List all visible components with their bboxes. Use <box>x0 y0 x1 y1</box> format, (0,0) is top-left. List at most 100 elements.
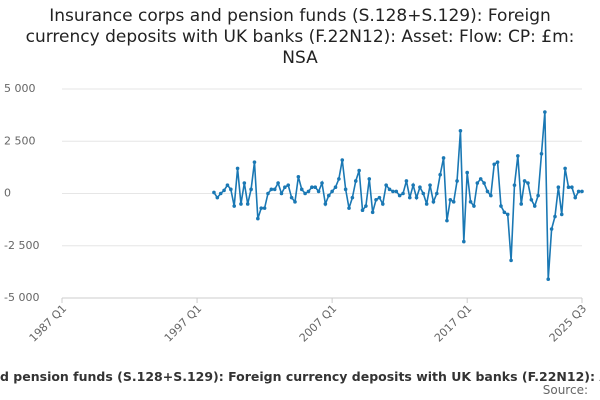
point <box>266 191 270 196</box>
point <box>580 189 584 194</box>
point <box>448 197 453 202</box>
point <box>438 172 442 177</box>
point <box>279 191 284 196</box>
point <box>570 185 574 190</box>
point <box>225 183 230 187</box>
point <box>495 160 500 164</box>
point <box>505 212 510 217</box>
point <box>320 181 324 185</box>
x-tick-label: 2025 Q3 <box>547 302 590 345</box>
point <box>215 195 220 200</box>
point <box>326 193 331 198</box>
y-tick-label: 5 000 <box>4 82 36 95</box>
point <box>293 200 297 204</box>
point <box>407 195 412 200</box>
point <box>549 227 554 231</box>
point <box>286 183 291 187</box>
point <box>465 170 469 175</box>
point <box>212 190 216 195</box>
point <box>418 185 422 190</box>
point <box>343 187 348 192</box>
point <box>512 183 517 187</box>
point <box>229 187 233 192</box>
point <box>519 202 524 206</box>
point <box>239 202 243 206</box>
point <box>482 181 486 185</box>
point <box>367 177 372 181</box>
point <box>404 179 409 183</box>
point <box>249 187 253 192</box>
point <box>576 189 581 194</box>
point <box>566 185 571 190</box>
point <box>316 189 321 194</box>
point <box>475 181 480 185</box>
caption: d pension funds (S.128+S.129): Foreign c… <box>0 369 600 384</box>
point <box>252 160 257 164</box>
point <box>458 129 463 133</box>
point <box>431 200 436 204</box>
point <box>441 156 446 160</box>
point <box>259 206 264 210</box>
point <box>414 195 419 200</box>
point <box>370 210 375 215</box>
point <box>451 200 456 204</box>
x-tick-label: 1987 Q1 <box>27 302 70 345</box>
point <box>472 204 476 208</box>
point <box>374 197 378 202</box>
point <box>269 187 274 192</box>
point <box>462 239 466 244</box>
point <box>380 202 385 206</box>
point <box>323 202 328 206</box>
point <box>455 179 459 183</box>
point <box>445 218 449 223</box>
point <box>296 174 301 179</box>
point <box>559 212 564 217</box>
point <box>340 158 345 162</box>
point <box>364 204 368 208</box>
point <box>262 206 267 210</box>
point <box>421 191 426 196</box>
point <box>478 177 483 181</box>
point <box>556 185 561 190</box>
point <box>539 151 544 156</box>
point <box>330 189 334 194</box>
y-tick-label: 2 500 <box>4 134 36 147</box>
point <box>384 183 388 187</box>
point <box>256 216 260 221</box>
point <box>526 181 530 185</box>
point <box>529 197 534 202</box>
point <box>333 185 338 190</box>
point <box>485 189 490 194</box>
chart-title: Insurance corps and pension funds (S.128… <box>25 6 575 68</box>
point <box>276 181 280 185</box>
point <box>563 166 567 171</box>
point <box>502 210 507 215</box>
point <box>222 188 226 193</box>
point <box>394 189 399 194</box>
point <box>283 185 287 190</box>
y-tick-label: -5 000 <box>4 291 39 304</box>
point <box>272 187 277 192</box>
point <box>489 193 493 198</box>
point <box>516 154 520 158</box>
point <box>573 195 578 200</box>
point <box>532 204 537 208</box>
point <box>353 179 358 183</box>
point <box>522 179 527 183</box>
point <box>401 191 405 196</box>
point <box>553 214 557 219</box>
point <box>289 195 294 200</box>
x-tick-label: 1997 Q1 <box>162 302 205 345</box>
point <box>391 189 395 194</box>
point <box>543 110 547 114</box>
point <box>313 185 318 190</box>
point <box>397 193 402 198</box>
point <box>424 202 429 206</box>
point <box>377 195 382 200</box>
point <box>310 185 314 190</box>
x-tick-label: 2007 Q1 <box>297 302 340 345</box>
point <box>232 204 237 208</box>
point <box>350 195 355 200</box>
